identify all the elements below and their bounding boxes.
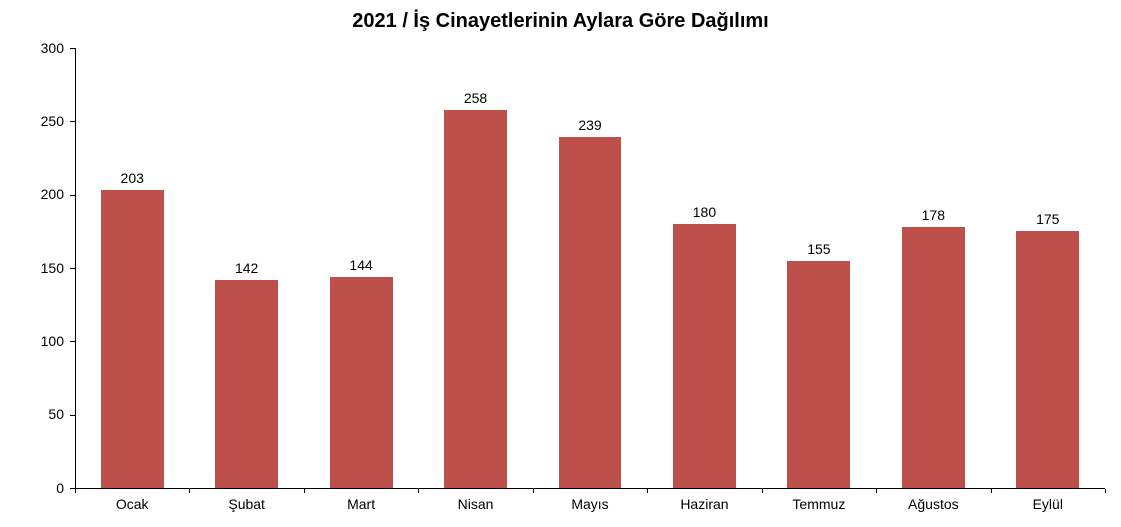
- chart-container: 2021 / İş Cinayetlerinin Aylara Göre Dağ…: [0, 0, 1121, 527]
- bar-value-label: 180: [664, 204, 744, 220]
- y-axis-tick: [70, 415, 75, 416]
- bar-value-label: 178: [893, 207, 973, 223]
- bar: [673, 224, 736, 488]
- x-axis-tick: [991, 489, 992, 493]
- x-axis-tick: [647, 489, 648, 493]
- x-axis-tick: [876, 489, 877, 493]
- y-axis-tick: [70, 195, 75, 196]
- x-axis-tick: [533, 489, 534, 493]
- x-axis-tick-label: Ocak: [75, 496, 189, 512]
- x-axis-tick-label: Eylül: [991, 496, 1105, 512]
- bar-value-label: 258: [436, 90, 516, 106]
- y-axis-tick: [70, 121, 75, 122]
- y-axis-tick: [70, 268, 75, 269]
- bar: [902, 227, 965, 488]
- y-axis-tick-label: 0: [4, 480, 64, 496]
- x-axis-tick: [762, 489, 763, 493]
- x-axis-tick-label: Temmuz: [762, 496, 876, 512]
- x-axis-tick: [75, 489, 76, 493]
- x-axis-tick-label: Şubat: [189, 496, 303, 512]
- bar: [787, 261, 850, 488]
- y-axis-tick-label: 150: [4, 260, 64, 276]
- x-axis-tick-label: Mayıs: [533, 496, 647, 512]
- x-axis-line: [75, 488, 1105, 489]
- x-axis-tick: [1105, 489, 1106, 493]
- bar-value-label: 155: [779, 241, 859, 257]
- chart-title: 2021 / İş Cinayetlerinin Aylara Göre Dağ…: [0, 10, 1121, 33]
- bar: [101, 190, 164, 488]
- x-axis-tick: [304, 489, 305, 493]
- bar-value-label: 175: [1008, 211, 1088, 227]
- bar: [559, 137, 622, 488]
- bar: [1016, 231, 1079, 488]
- y-axis-line: [75, 48, 76, 488]
- plot-area: 050100150200250300203Ocak142Şubat144Mart…: [75, 48, 1105, 488]
- bar-value-label: 142: [207, 260, 287, 276]
- x-axis-tick-label: Mart: [304, 496, 418, 512]
- y-axis-tick-label: 250: [4, 113, 64, 129]
- y-axis-tick-label: 100: [4, 333, 64, 349]
- y-axis-tick: [70, 341, 75, 342]
- x-axis-tick-label: Nisan: [418, 496, 532, 512]
- bar-value-label: 144: [321, 257, 401, 273]
- y-axis-tick: [70, 48, 75, 49]
- bar-value-label: 203: [92, 170, 172, 186]
- bar: [330, 277, 393, 488]
- x-axis-tick: [418, 489, 419, 493]
- x-axis-tick-label: Haziran: [647, 496, 761, 512]
- y-axis-tick-label: 300: [4, 40, 64, 56]
- x-axis-tick: [189, 489, 190, 493]
- y-axis-tick-label: 50: [4, 406, 64, 422]
- x-axis-tick-label: Ağustos: [876, 496, 990, 512]
- bar: [215, 280, 278, 488]
- y-axis-tick-label: 200: [4, 186, 64, 202]
- bar: [444, 110, 507, 488]
- bar-value-label: 239: [550, 117, 630, 133]
